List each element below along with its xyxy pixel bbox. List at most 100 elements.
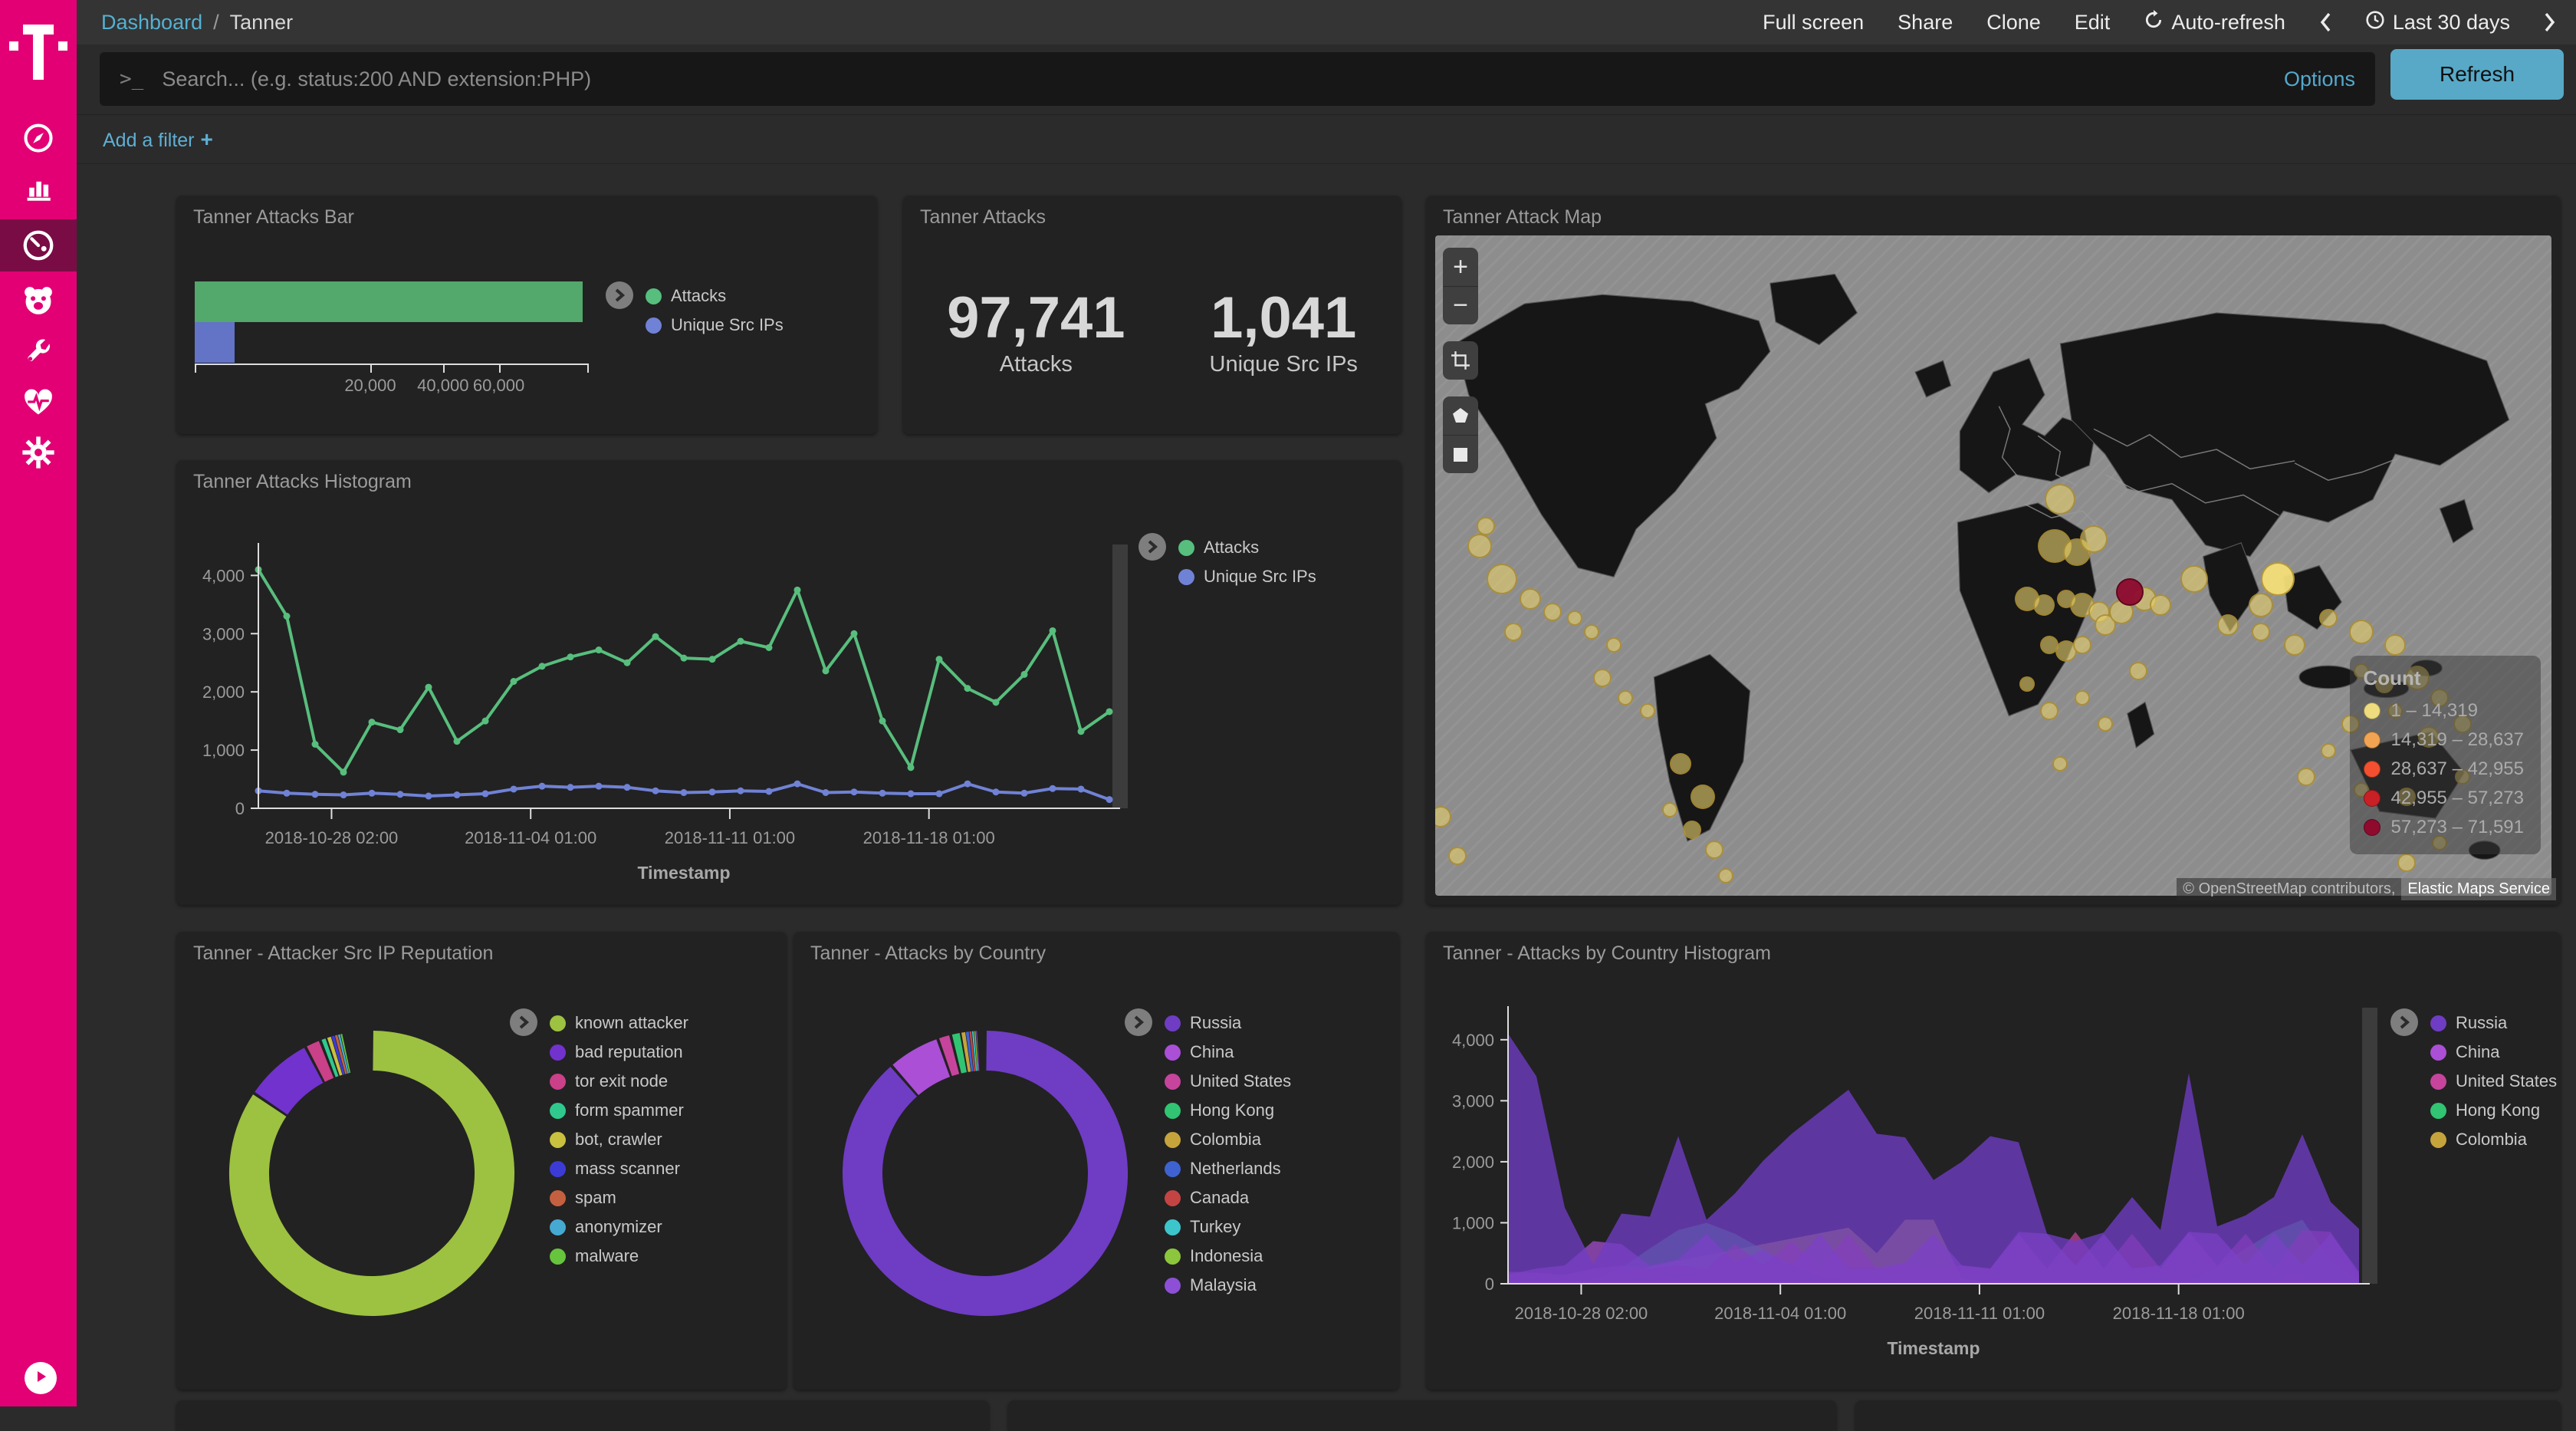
- attack-bubble[interactable]: [1476, 516, 1495, 535]
- collapse-sidebar-button[interactable]: [25, 1362, 57, 1394]
- attack-bubble[interactable]: [2349, 619, 2374, 644]
- attack-bubble[interactable]: [2249, 593, 2274, 618]
- search-box[interactable]: >_ Options: [100, 52, 2375, 106]
- polygon-draw-icon[interactable]: [1443, 396, 1478, 435]
- sidebar-item-tools[interactable]: [0, 328, 77, 377]
- attacks-histogram-chart[interactable]: 0 1,000 2,000 3,000 4,000 2018-10-28 02:00 201…: [176, 460, 1388, 905]
- legend-item[interactable]: Hong Kong: [1165, 1096, 1291, 1125]
- attack-bubble[interactable]: [1487, 563, 1518, 594]
- sidebar-item-dashboard[interactable]: [0, 219, 77, 271]
- expand-legend-chevron-icon[interactable]: [2390, 1008, 2418, 1036]
- edit-menu-item[interactable]: Edit: [2074, 10, 2111, 34]
- map-zoom-out-button[interactable]: −: [1443, 286, 1478, 324]
- rectangle-draw-icon[interactable]: [1443, 435, 1478, 473]
- refresh-button[interactable]: Refresh: [2390, 49, 2564, 100]
- legend-item[interactable]: malware: [550, 1242, 688, 1271]
- legend-item[interactable]: China: [2430, 1038, 2557, 1067]
- attack-bubble[interactable]: [2180, 564, 2209, 593]
- attack-bubble[interactable]: [2052, 755, 2068, 771]
- attack-bubble[interactable]: [1503, 622, 1523, 641]
- legend-item[interactable]: China: [1165, 1038, 1291, 1067]
- crop-icon[interactable]: [1443, 341, 1478, 380]
- legend-item[interactable]: bad reputation: [550, 1038, 688, 1067]
- attack-bubble[interactable]: [1543, 602, 1562, 621]
- attack-bubble[interactable]: [1691, 784, 1716, 809]
- time-back-button[interactable]: [2319, 12, 2331, 32]
- attack-bubble[interactable]: [1467, 533, 1493, 558]
- attack-bubble[interactable]: [1682, 820, 1701, 839]
- expand-legend-chevron-icon[interactable]: [606, 281, 633, 309]
- attack-bubble[interactable]: [2094, 614, 2116, 636]
- attack-bubble[interactable]: [2097, 716, 2113, 732]
- attack-bubble[interactable]: [2397, 853, 2416, 872]
- attack-bubble[interactable]: [1593, 668, 1612, 687]
- legend-item[interactable]: Turkey: [1165, 1212, 1291, 1242]
- attacks-bar-chart[interactable]: 20,000 40,000 60,000: [195, 281, 589, 395]
- attack-bubble[interactable]: [2318, 609, 2338, 628]
- attack-bubble[interactable]: [1617, 689, 1633, 706]
- add-filter-link[interactable]: Add a filter +: [103, 127, 213, 151]
- breadcrumb-dashboard-link[interactable]: Dashboard: [101, 10, 203, 34]
- query-options-link[interactable]: Options: [2283, 67, 2355, 90]
- expand-legend-chevron-icon[interactable]: [510, 1008, 537, 1036]
- attack-bubble[interactable]: [2150, 594, 2172, 617]
- attack-bubble[interactable]: [2129, 662, 2148, 681]
- legend-item[interactable]: Unique Src IPs: [646, 311, 784, 340]
- attack-bubble[interactable]: [1661, 802, 1677, 818]
- share-menu-item[interactable]: Share: [1898, 10, 1953, 34]
- legend-item[interactable]: Colombia: [1165, 1125, 1291, 1154]
- attack-bubble[interactable]: [2252, 622, 2271, 641]
- legend-item[interactable]: Malaysia: [1165, 1271, 1291, 1300]
- sidebar-item-visualize[interactable]: [0, 164, 77, 213]
- sidebar-item-honeypot[interactable]: [0, 276, 77, 325]
- osm-attribution[interactable]: © OpenStreetMap contributors,: [2177, 878, 2402, 900]
- legend-item[interactable]: Unique Src IPs: [1178, 562, 1316, 591]
- legend-item[interactable]: Netherlands: [1165, 1154, 1291, 1183]
- sidebar-item-discover[interactable]: [0, 113, 77, 163]
- legend-item[interactable]: anonymizer: [550, 1212, 688, 1242]
- legend-item[interactable]: United States: [1165, 1067, 1291, 1096]
- fullscreen-menu-item[interactable]: Full screen: [1763, 10, 1865, 34]
- legend-item[interactable]: United States: [2430, 1067, 2557, 1096]
- attack-bubble[interactable]: [1639, 702, 1655, 719]
- expand-legend-chevron-icon[interactable]: [1125, 1008, 1152, 1036]
- attack-bubble[interactable]: [2261, 561, 2295, 596]
- attack-bubble[interactable]: [2115, 577, 2144, 606]
- auto-refresh-menu-item[interactable]: Auto-refresh: [2144, 9, 2285, 35]
- attack-bubble[interactable]: [2384, 633, 2407, 656]
- attack-bubble[interactable]: [1605, 637, 1622, 653]
- sidebar-item-settings[interactable]: [0, 428, 77, 477]
- reputation-donut-chart[interactable]: [219, 1020, 525, 1327]
- country-histogram-chart[interactable]: 0 1,000 2,000 3,000 4,000 2018-10-28 02:00 201…: [1426, 932, 2561, 1390]
- attack-bubble[interactable]: [2296, 768, 2315, 787]
- attack-bubble[interactable]: [2032, 594, 2055, 617]
- legend-item[interactable]: Russia: [1165, 1008, 1291, 1038]
- legend-item[interactable]: spam: [550, 1183, 688, 1212]
- legend-item[interactable]: mass scanner: [550, 1154, 688, 1183]
- legend-item[interactable]: Indonesia: [1165, 1242, 1291, 1271]
- attack-bubble[interactable]: [2080, 525, 2108, 554]
- clone-menu-item[interactable]: Clone: [1986, 10, 2041, 34]
- elastic-maps-attribution[interactable]: Elastic Maps Service: [2401, 878, 2556, 900]
- sidebar-item-monitoring[interactable]: [0, 377, 77, 426]
- legend-item[interactable]: Attacks: [1178, 533, 1316, 562]
- legend-item[interactable]: Hong Kong: [2430, 1096, 2557, 1125]
- bar-Attacks[interactable]: [195, 281, 583, 322]
- attack-bubble[interactable]: [1435, 805, 1452, 827]
- attack-bubble[interactable]: [2019, 676, 2035, 692]
- legend-item[interactable]: form spammer: [550, 1096, 688, 1125]
- attack-bubble[interactable]: [1448, 847, 1467, 866]
- attack-bubble[interactable]: [1705, 840, 1723, 859]
- attack-bubble[interactable]: [2320, 742, 2336, 758]
- tmobile-logo[interactable]: [9, 21, 67, 83]
- legend-item[interactable]: known attacker: [550, 1008, 688, 1038]
- map-zoom-in-button[interactable]: +: [1453, 252, 1468, 281]
- legend-item[interactable]: Canada: [1165, 1183, 1291, 1212]
- attack-bubble[interactable]: [2075, 689, 2091, 706]
- expand-legend-chevron-icon[interactable]: [1138, 533, 1166, 561]
- time-range-picker[interactable]: Last 30 days: [2365, 10, 2510, 35]
- legend-item[interactable]: Russia: [2430, 1008, 2557, 1038]
- attack-bubble[interactable]: [2216, 614, 2239, 636]
- legend-item[interactable]: bot, crawler: [550, 1125, 688, 1154]
- search-input[interactable]: [160, 66, 2269, 92]
